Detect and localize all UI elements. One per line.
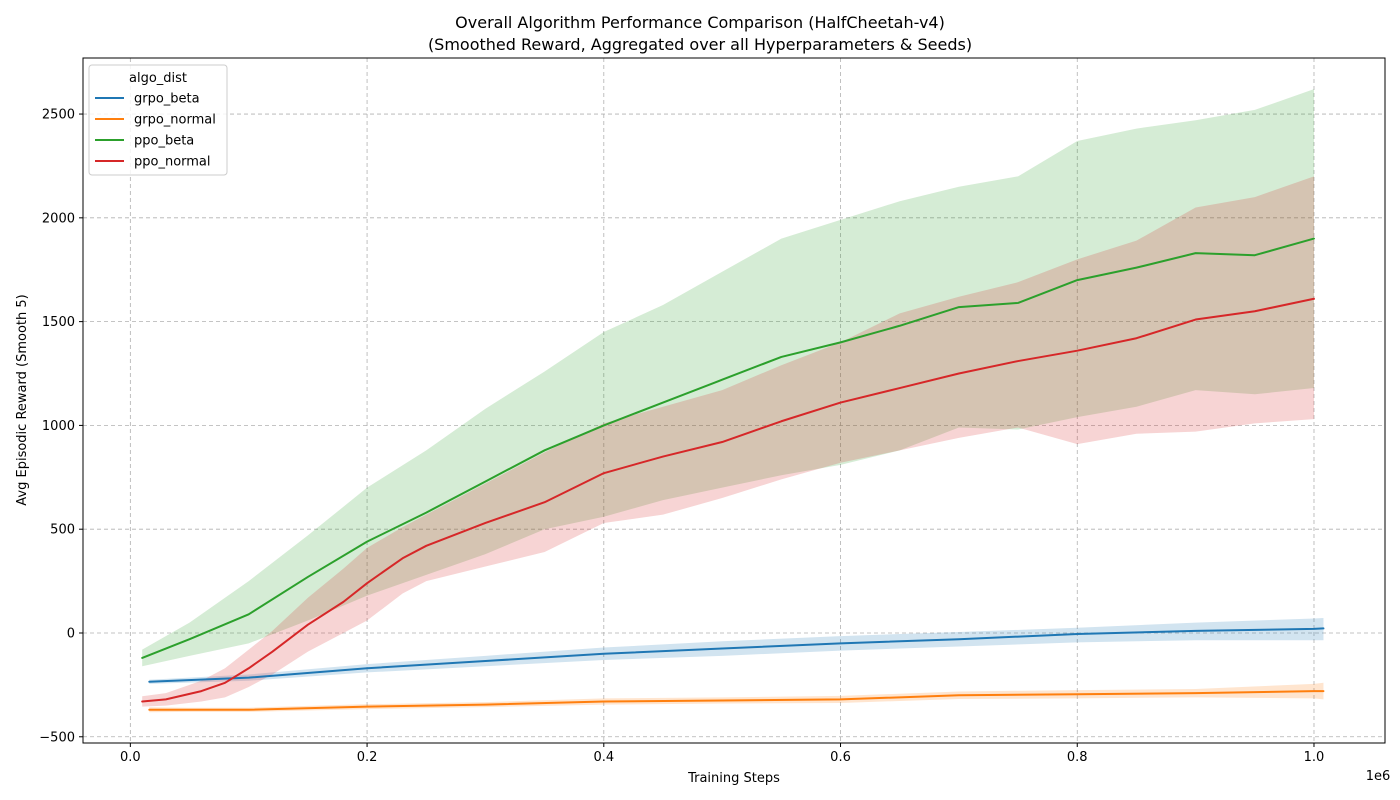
x-tick-label: 0.2 [357,750,378,765]
y-tick-label: −500 [39,730,75,745]
legend-label-ppo_beta: ppo_beta [134,134,194,149]
grpo_normal-line [148,690,1325,711]
x-axis-label: Training Steps [687,771,780,786]
chart-subtitle: (Smoothed Reward, Aggregated over all Hy… [427,35,973,54]
x-tick-label: 0.4 [593,750,614,765]
x-tick-label: 1.0 [1304,750,1325,765]
ppo_normal-band [142,176,1314,707]
y-tick-label: 2000 [42,211,75,226]
plot-frame [82,57,1386,744]
legend-title: algo_dist [129,71,187,86]
legend-label-grpo_beta: grpo_beta [134,92,200,107]
x-axis-ticks: 0.0 0.2 0.4 0.6 0.8 1.0 [120,743,1324,765]
x-axis-offset-text: 1e6 [1366,769,1391,784]
y-axis-ticks: −500 0 500 1000 1500 2000 2500 [39,108,83,745]
x-tick-label: 0.0 [120,750,141,765]
x-tick-label: 0.6 [830,750,851,765]
grid [83,58,1385,743]
ppo_normal-line [141,297,1315,703]
y-tick-label: 2500 [42,108,75,123]
legend: algo_dist grpo_beta grpo_normal ppo_betapp… [88,64,228,176]
legend-label-ppo_normal: ppo_normal [134,155,211,170]
confidence-bands [142,89,1324,713]
y-tick-label: 1500 [42,315,75,330]
legend-box [88,64,228,176]
y-axis-label: Avg Episodic Reward (Smooth 5) [15,294,30,505]
y-tick-label: 0 [67,626,75,641]
series-lines [141,237,1325,711]
y-tick-label: 500 [50,523,75,538]
grpo_beta-band [149,618,1324,684]
ppo_beta-line [141,237,1315,659]
x-tick-label: 0.8 [1067,750,1088,765]
y-tick-label: 1000 [42,419,75,434]
chart-title: Overall Algorithm Performance Comparison… [455,13,945,32]
grpo_beta-line [148,627,1325,683]
legend-label-grpo_normal: grpo_normal [134,113,216,128]
